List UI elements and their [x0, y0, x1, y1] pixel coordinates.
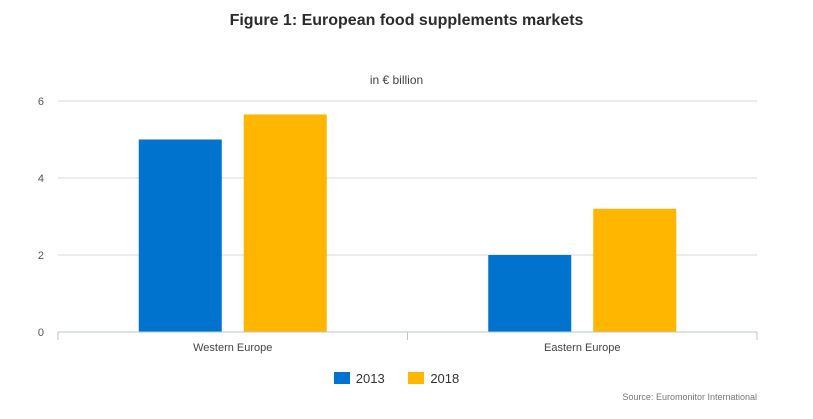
- legend: 2013 2018: [0, 370, 793, 386]
- x-tick-label-eastern-europe: Eastern Europe: [544, 342, 620, 354]
- y-tick-label-6: 6: [38, 96, 44, 108]
- axes: 0 2 4 6 Western Europe Eastern Europe: [38, 96, 758, 354]
- chart-subtitle: in € billion: [369, 73, 424, 87]
- y-tick-label-4: 4: [38, 173, 44, 185]
- y-tick-label-2: 2: [38, 250, 44, 262]
- chart-title: Figure 1: European food supplements mark…: [229, 12, 584, 29]
- y-tick-label-0: 0: [38, 327, 44, 339]
- source-note: Source: Euromonitor International: [622, 392, 757, 402]
- legend-item-2018[interactable]: 2018: [408, 371, 459, 386]
- legend-label-2018: 2018: [430, 371, 460, 387]
- legend-label-2013: 2013: [355, 371, 385, 387]
- x-tick-label-western-europe: Western Europe: [193, 342, 272, 354]
- bar-2013-western-europe[interactable]: [138, 139, 222, 333]
- bar-2018-eastern-europe[interactable]: [593, 208, 677, 332]
- bar-2013-eastern-europe[interactable]: [488, 255, 572, 332]
- legend-item-2013[interactable]: 2013: [333, 371, 385, 387]
- legend-swatch-2013: [333, 372, 350, 385]
- bar-2018-western-europe[interactable]: [243, 114, 327, 332]
- bars: [138, 114, 677, 333]
- legend-swatch-2018: [408, 372, 425, 385]
